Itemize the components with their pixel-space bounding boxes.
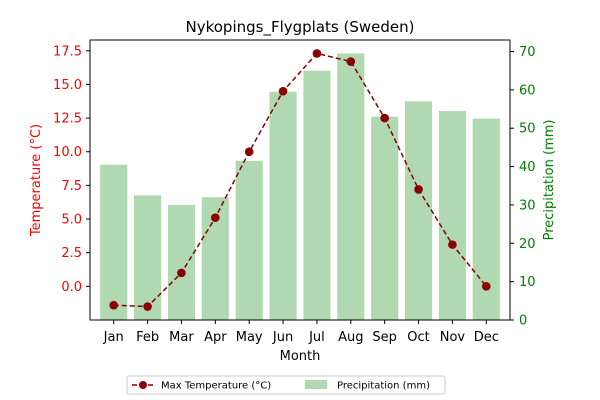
x-tick-label-oct: Oct bbox=[407, 330, 429, 345]
left-y-tick-label: 17.5 bbox=[53, 44, 82, 59]
temperature-point-feb bbox=[143, 302, 152, 311]
temperature-point-mar bbox=[177, 268, 186, 278]
left-y-axis-title: Temperature (°C) bbox=[29, 124, 44, 237]
temperature-point-jan bbox=[109, 300, 119, 310]
right-y-tick-label: 10 bbox=[519, 275, 536, 290]
precipitation-bar-jun bbox=[269, 91, 297, 320]
x-tick-label-mar: Mar bbox=[169, 330, 194, 345]
temperature-point-nov bbox=[448, 240, 457, 249]
precipitation-bar-feb bbox=[134, 195, 162, 320]
precipitation-bar-may bbox=[235, 160, 263, 320]
temperature-line bbox=[109, 49, 491, 311]
right-y-tick-label: 30 bbox=[519, 198, 536, 213]
precipitation-bar-nov bbox=[438, 110, 466, 321]
precipitation-bar-jul bbox=[303, 70, 331, 320]
x-tick-label-apr: Apr bbox=[204, 330, 227, 345]
left-y-tick-label: 15.0 bbox=[53, 78, 82, 93]
left-y-tick-label: 0.0 bbox=[61, 280, 82, 295]
precipitation-bar-aug bbox=[337, 53, 365, 321]
temperature-point-jul bbox=[312, 49, 322, 58]
precipitation-bar-oct bbox=[405, 101, 433, 320]
legend-frame bbox=[126, 375, 446, 395]
legend: Max Temperature (°C) Precipitation (mm) bbox=[126, 375, 446, 395]
precipitation-bar-jan bbox=[100, 164, 128, 320]
left-y-tick-label: 12.5 bbox=[53, 112, 82, 127]
right-y-tick-label: 50 bbox=[519, 122, 536, 137]
right-y-tick-label: 60 bbox=[519, 83, 536, 98]
precipitation-bar-mar bbox=[167, 204, 195, 320]
chart-title: Nykopings_Flygplats (Sweden) bbox=[186, 18, 415, 37]
plot-frame bbox=[89, 39, 511, 321]
x-tick-label-sep: Sep bbox=[372, 330, 397, 345]
x-tick-label-dec: Dec bbox=[474, 330, 499, 345]
right-y-tick-label: 0 bbox=[519, 314, 527, 329]
x-axis: Jan Feb Mar Apr May Jun Jul Aug Sep Oct Nov Dec bbox=[103, 320, 499, 345]
right-y-axis-title: Precipitation (mm) bbox=[542, 120, 557, 241]
precipitation-bars bbox=[100, 53, 500, 321]
x-tick-label-jul: Jul bbox=[308, 330, 325, 345]
x-tick-label-aug: Aug bbox=[338, 330, 363, 345]
legend-temperature-swatch-marker bbox=[139, 381, 147, 389]
temperature-point-sep bbox=[380, 113, 389, 123]
left-y-axis: 0.0 2.5 5.0 7.5 10.0 12.5 15.0 17.5 bbox=[53, 44, 90, 295]
temperature-point-jun bbox=[278, 86, 288, 96]
precipitation-bar-sep bbox=[371, 116, 399, 320]
left-y-tick-label: 2.5 bbox=[61, 246, 82, 261]
x-tick-label-feb: Feb bbox=[136, 330, 159, 345]
right-y-axis: 0 10 20 30 40 50 60 70 bbox=[510, 45, 536, 329]
left-y-tick-label: 5.0 bbox=[61, 213, 82, 228]
right-y-tick-label: 70 bbox=[519, 45, 536, 60]
x-tick-label-nov: Nov bbox=[440, 330, 466, 345]
temperature-point-oct bbox=[414, 185, 423, 194]
x-axis-title: Month bbox=[280, 349, 321, 364]
x-tick-label-may: May bbox=[236, 330, 263, 345]
temperature-series-line bbox=[113, 52, 487, 308]
legend-precipitation-swatch bbox=[305, 380, 327, 389]
x-tick-label-jun: Jun bbox=[272, 330, 293, 345]
temperature-point-aug bbox=[346, 57, 356, 66]
temperature-point-may bbox=[244, 147, 254, 157]
legend-precipitation-label: Precipitation (mm) bbox=[337, 381, 430, 392]
temperature-point-apr bbox=[211, 213, 220, 222]
right-y-tick-label: 20 bbox=[519, 237, 536, 252]
temperature-point-dec bbox=[481, 282, 491, 291]
right-y-tick-label: 40 bbox=[519, 160, 536, 175]
legend-temperature-label: Max Temperature (°C) bbox=[161, 381, 271, 392]
x-tick-label-jan: Jan bbox=[103, 330, 124, 345]
left-y-tick-label: 10.0 bbox=[53, 145, 82, 160]
left-y-tick-label: 7.5 bbox=[61, 179, 82, 194]
